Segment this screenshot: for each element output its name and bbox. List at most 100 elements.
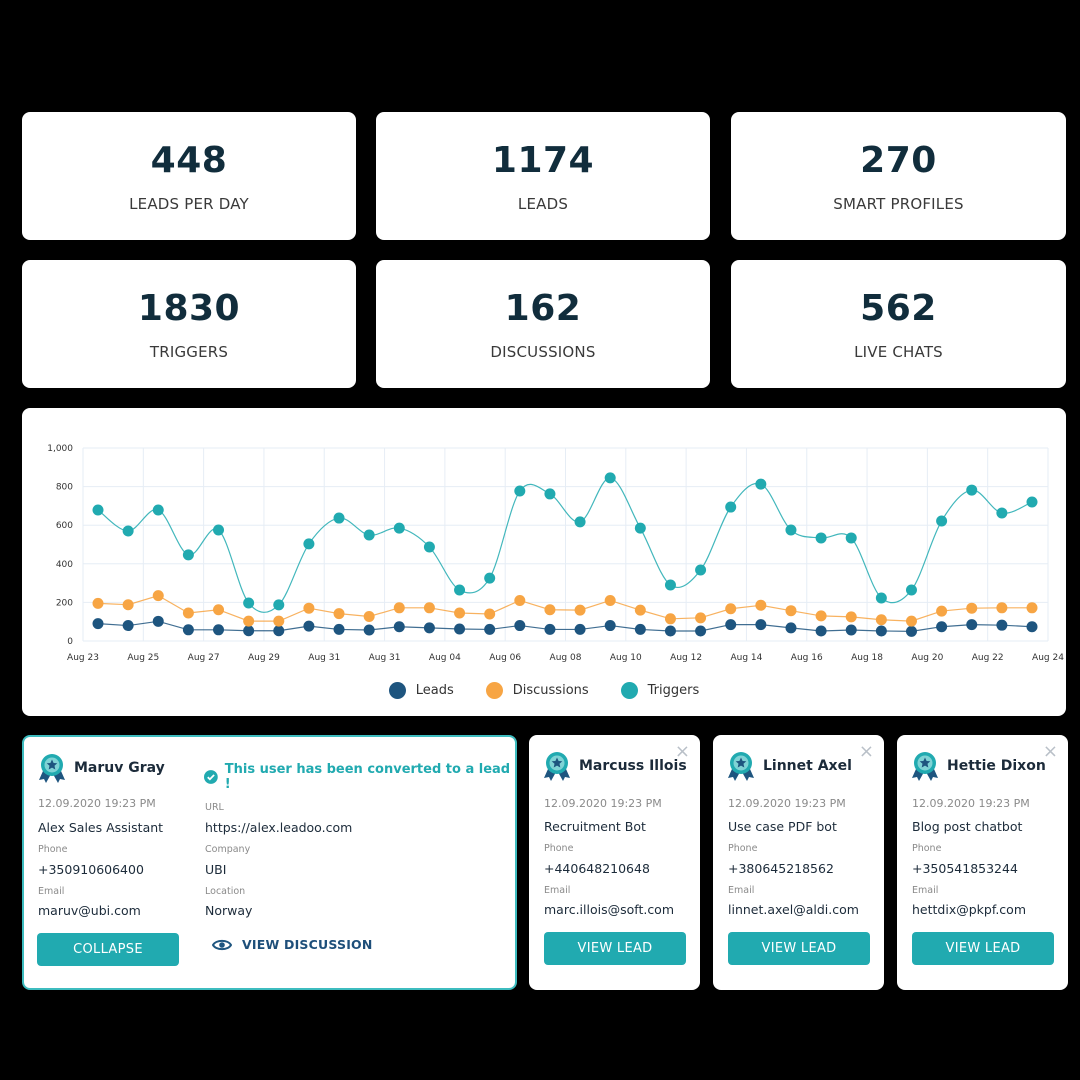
lead-name: Linnet Axel [763, 758, 852, 774]
stat-card-leads: 1174 LEADS [376, 112, 710, 240]
stat-value: 162 [504, 288, 582, 329]
svg-text:400: 400 [56, 560, 73, 570]
company-label: Company [205, 844, 251, 855]
check-circle-icon [204, 770, 218, 784]
lead-card: × Marcuss Illois 12.09.2020 19:23 PM Rec… [529, 735, 700, 990]
url-label: URL [205, 802, 224, 813]
stat-card-smart-profiles: 270 SMART PROFILES [731, 112, 1066, 240]
award-badge-icon [912, 752, 938, 781]
email-label: Email [728, 885, 755, 896]
svg-text:1,000: 1,000 [47, 444, 73, 454]
discussions-dot-icon [485, 682, 503, 699]
chart-legend: Leads Discussions Triggers [22, 682, 1066, 699]
lead-bot: Alex Sales Assistant [38, 820, 164, 835]
lead-name: Maruv Gray [74, 760, 165, 776]
lead-card: × Linnet Axel 12.09.2020 19:23 PM Use ca… [713, 735, 884, 990]
svg-text:Aug 20: Aug 20 [911, 653, 943, 663]
location-label: Location [205, 886, 246, 897]
legend-item-leads[interactable]: Leads [388, 682, 454, 699]
svg-text:Aug 27: Aug 27 [188, 653, 220, 663]
svg-text:Aug 22: Aug 22 [972, 653, 1004, 663]
view-discussion-label: VIEW DISCUSSION [242, 937, 373, 952]
lead-name: Hettie Dixon [947, 758, 1046, 774]
stat-label: LEADS PER DAY [129, 195, 249, 213]
view-lead-button[interactable]: VIEW LEAD [544, 932, 686, 965]
phone-label: Phone [728, 843, 758, 854]
lead-date: 12.09.2020 19:23 PM [544, 797, 662, 810]
legend-label: Discussions [512, 683, 589, 698]
svg-text:Aug 25: Aug 25 [127, 653, 159, 663]
svg-text:Aug 24: Aug 24 [1032, 653, 1064, 663]
lead-name: Marcuss Illois [579, 758, 687, 774]
legend-item-triggers[interactable]: Triggers [620, 682, 700, 699]
svg-text:Aug 08: Aug 08 [550, 653, 582, 663]
stat-value: 1830 [137, 288, 241, 329]
stat-value: 448 [150, 140, 228, 181]
converted-status: This user has been converted to a lead ! [204, 762, 515, 792]
phone-value: +440648210648 [544, 861, 650, 876]
svg-text:800: 800 [56, 483, 73, 493]
lead-date: 12.09.2020 19:23 PM [728, 797, 846, 810]
svg-text:Aug 14: Aug 14 [730, 653, 762, 663]
stat-label: DISCUSSIONS [490, 343, 596, 361]
svg-text:Aug 10: Aug 10 [610, 653, 642, 663]
converted-text: This user has been converted to a lead ! [224, 762, 511, 792]
stat-value: 1174 [491, 140, 595, 181]
legend-label: Triggers [647, 683, 700, 698]
svg-text:Aug 29: Aug 29 [248, 653, 280, 663]
location-value: Norway [205, 903, 253, 918]
collapse-button[interactable]: COLLAPSE [37, 933, 179, 966]
stat-label: SMART PROFILES [833, 195, 964, 213]
eye-icon [212, 939, 232, 950]
triggers-dot-icon [620, 682, 638, 699]
svg-text:Aug 06: Aug 06 [489, 653, 521, 663]
award-badge-icon [544, 752, 570, 781]
view-discussion-button[interactable]: VIEW DISCUSSION [212, 937, 373, 952]
line-chart: 0 200 400 600 800 1,000 Aug 23 Aug 25 Aug 27 Aug … [47, 444, 1064, 663]
lead-date: 12.09.2020 19:23 PM [912, 797, 1030, 810]
stat-card-leads-per-day: 448 LEADS PER DAY [22, 112, 356, 240]
stat-card-discussions: 162 DISCUSSIONS [376, 260, 710, 388]
stat-value: 562 [860, 288, 937, 329]
svg-text:Aug 12: Aug 12 [670, 653, 702, 663]
url-value[interactable]: https://alex.leadoo.com [205, 820, 353, 835]
email-label: Email [912, 885, 939, 896]
stat-label: TRIGGERS [149, 343, 229, 361]
stat-card-live-chats: 562 LIVE CHATS [731, 260, 1066, 388]
lead-bot: Recruitment Bot [544, 819, 646, 834]
close-icon[interactable]: × [1042, 741, 1058, 762]
activity-chart-card: 0 200 400 600 800 1,000 Aug 23 Aug 25 Aug 27 Aug … [22, 408, 1066, 716]
lead-header: Maruv Gray [38, 753, 165, 783]
email-label: Email [544, 885, 571, 896]
svg-text:Aug 31: Aug 31 [369, 653, 401, 663]
email-value: linnet.axel@aldi.com [728, 902, 859, 917]
phone-value: +380645218562 [728, 861, 834, 876]
view-lead-button[interactable]: VIEW LEAD [728, 932, 870, 965]
lead-header: Marcuss Illois [543, 751, 687, 781]
legend-item-discussions[interactable]: Discussions [485, 682, 589, 699]
lead-bot: Blog post chatbot [912, 819, 1023, 834]
view-lead-button[interactable]: VIEW LEAD [912, 932, 1054, 965]
email-label: Email [38, 886, 65, 897]
stat-label: LIVE CHATS [854, 343, 943, 361]
close-icon[interactable]: × [858, 741, 874, 762]
company-value: UBI [205, 862, 227, 877]
lead-bot: Use case PDF bot [728, 819, 837, 834]
lead-card-expanded: Maruv Gray This user has been converted … [22, 735, 517, 990]
email-value: marc.illois@soft.com [544, 902, 675, 917]
lead-card: × Hettie Dixon 12.09.2020 19:23 PM Blog … [897, 735, 1068, 990]
svg-text:Aug 23: Aug 23 [67, 653, 99, 663]
svg-text:Aug 16: Aug 16 [791, 653, 823, 663]
lead-header: Hettie Dixon [911, 751, 1046, 781]
phone-value: +350541853244 [912, 861, 1018, 876]
email-value: maruv@ubi.com [38, 903, 141, 918]
stat-card-triggers: 1830 TRIGGERS [22, 260, 356, 388]
stat-value: 270 [860, 140, 937, 181]
email-value: hettdix@pkpf.com [912, 902, 1026, 917]
close-icon[interactable]: × [674, 741, 690, 762]
legend-label: Leads [415, 683, 454, 698]
svg-text:600: 600 [56, 521, 73, 531]
svg-text:Aug 04: Aug 04 [429, 653, 461, 663]
phone-value: +350910606400 [38, 862, 144, 877]
phone-label: Phone [38, 844, 68, 855]
